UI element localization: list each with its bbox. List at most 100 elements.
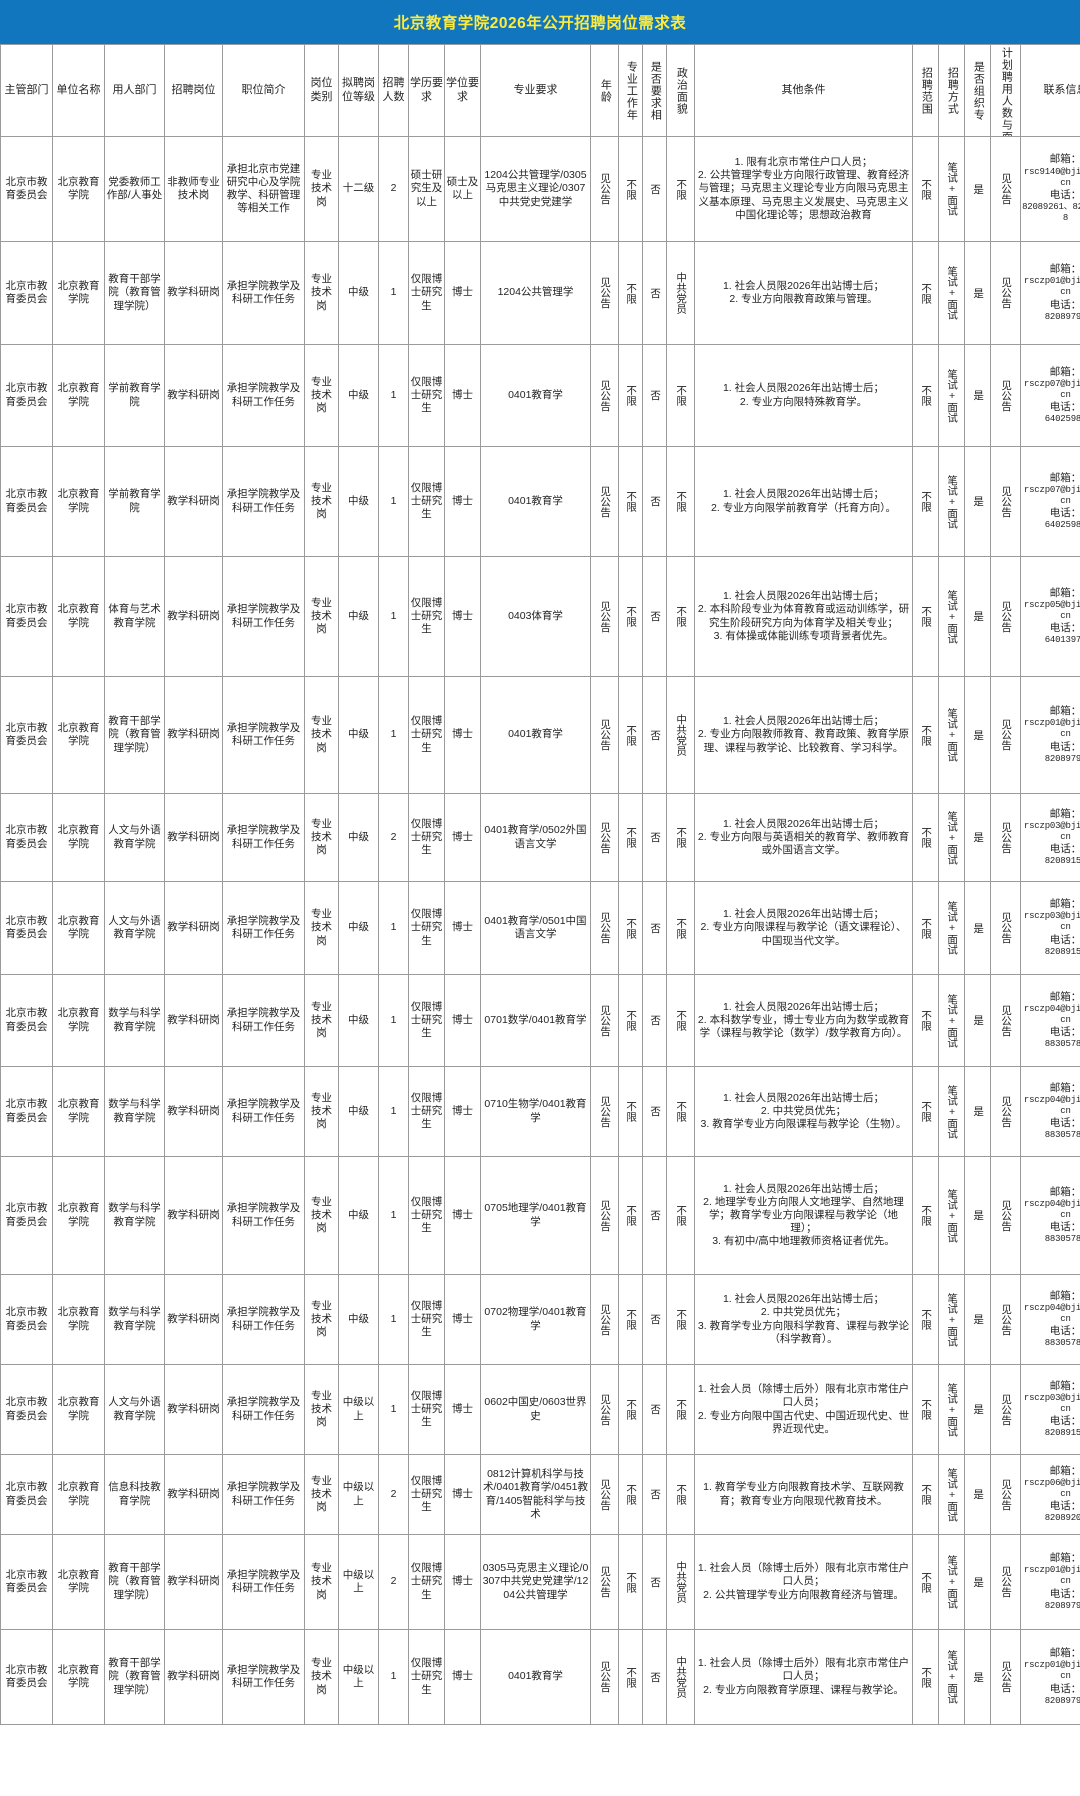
cell-edu[interactable]: 仅限博士研究生 bbox=[408, 1156, 445, 1275]
cell-matchreq[interactable]: 否 bbox=[642, 1454, 667, 1535]
cell-edu[interactable]: 仅限博士研究生 bbox=[408, 881, 445, 975]
cell-level[interactable]: 中级 bbox=[338, 974, 379, 1067]
cell-workyear[interactable]: 不限 bbox=[618, 676, 643, 794]
cell-level[interactable]: 中级以上 bbox=[338, 1534, 379, 1630]
table-row[interactable]: 北京市教育委员会 北京教育学院 教育干部学院（教育管理学院） 教学科研岗 承担学院教学及… bbox=[0, 676, 1080, 794]
cell-major[interactable]: 0602中国史/0603世界史 bbox=[480, 1364, 591, 1455]
cell-organized[interactable]: 是 bbox=[964, 1274, 991, 1365]
cell-degree[interactable]: 博士 bbox=[444, 1454, 481, 1535]
cell-other[interactable]: 1. 社会人员限2026年出站博士后； 2. 专业方向限课程与教学论（语文课程论）… bbox=[694, 881, 913, 975]
cell-scope[interactable]: 不限 bbox=[912, 1156, 939, 1275]
cell-planned[interactable]: 见公告 bbox=[990, 556, 1021, 677]
cell-edu[interactable]: 仅限博士研究生 bbox=[408, 556, 445, 677]
cell-post[interactable]: 非教师专业技术岗 bbox=[164, 136, 223, 242]
cell-method[interactable]: 笔试+面试 bbox=[938, 1364, 965, 1455]
cell-user_dept[interactable]: 学前教育学院 bbox=[104, 446, 165, 557]
cell-organized[interactable]: 是 bbox=[964, 1534, 991, 1630]
cell-age[interactable]: 见公告 bbox=[590, 556, 619, 677]
cell-workyear[interactable]: 不限 bbox=[618, 446, 643, 557]
cell-major[interactable]: 0705地理学/0401教育学 bbox=[480, 1156, 591, 1275]
cell-post[interactable]: 教学科研岗 bbox=[164, 1364, 223, 1455]
cell-workyear[interactable]: 不限 bbox=[618, 556, 643, 677]
cell-age[interactable]: 见公告 bbox=[590, 793, 619, 882]
cell-matchreq[interactable]: 否 bbox=[642, 1066, 667, 1157]
cell-scope[interactable]: 不限 bbox=[912, 1454, 939, 1535]
cell-planned[interactable]: 见公告 bbox=[990, 1066, 1021, 1157]
cell-count[interactable]: 2 bbox=[378, 136, 409, 242]
cell-political[interactable]: 不限 bbox=[666, 793, 695, 882]
cell-level[interactable]: 中级以上 bbox=[338, 1364, 379, 1455]
cell-workyear[interactable]: 不限 bbox=[618, 1156, 643, 1275]
cell-method[interactable]: 笔试+面试 bbox=[938, 1274, 965, 1365]
cell-method[interactable]: 笔试+面试 bbox=[938, 881, 965, 975]
cell-edu[interactable]: 仅限博士研究生 bbox=[408, 241, 445, 345]
cell-user_dept[interactable]: 数学与科学教育学院 bbox=[104, 1156, 165, 1275]
cell-unit[interactable]: 北京教育学院 bbox=[52, 1156, 105, 1275]
cell-intro[interactable]: 承担学院教学及科研工作任务 bbox=[222, 1274, 305, 1365]
cell-edu[interactable]: 仅限博士研究生 bbox=[408, 446, 445, 557]
cell-age[interactable]: 见公告 bbox=[590, 1629, 619, 1725]
cell-major[interactable]: 0401教育学 bbox=[480, 676, 591, 794]
cell-level[interactable]: 中级 bbox=[338, 881, 379, 975]
cell-workyear[interactable]: 不限 bbox=[618, 1066, 643, 1157]
cell-level[interactable]: 中级 bbox=[338, 676, 379, 794]
cell-organized[interactable]: 是 bbox=[964, 1364, 991, 1455]
cell-degree[interactable]: 博士 bbox=[444, 676, 481, 794]
cell-planned[interactable]: 见公告 bbox=[990, 1274, 1021, 1365]
cell-intro[interactable]: 承担学院教学及科研工作任务 bbox=[222, 1156, 305, 1275]
cell-major[interactable]: 0401教育学/0502外国语言文学 bbox=[480, 793, 591, 882]
cell-contact[interactable]: 邮箱：rsc9140@bjie.ac.cn电话：82089261、8208911… bbox=[1020, 136, 1080, 242]
cell-scope[interactable]: 不限 bbox=[912, 1364, 939, 1455]
cell-matchreq[interactable]: 否 bbox=[642, 974, 667, 1067]
cell-matchreq[interactable]: 否 bbox=[642, 556, 667, 677]
table-row[interactable]: 北京市教育委员会 北京教育学院 教育干部学院（教育管理学院） 教学科研岗 承担学院教学及… bbox=[0, 1629, 1080, 1725]
cell-organized[interactable]: 是 bbox=[964, 1156, 991, 1275]
cell-user_dept[interactable]: 教育干部学院（教育管理学院） bbox=[104, 1629, 165, 1725]
cell-major[interactable]: 0710生物学/0401教育学 bbox=[480, 1066, 591, 1157]
cell-cat[interactable]: 专业技术岗 bbox=[304, 1629, 339, 1725]
cell-age[interactable]: 见公告 bbox=[590, 136, 619, 242]
cell-method[interactable]: 笔试+面试 bbox=[938, 676, 965, 794]
cell-dept_sup[interactable]: 北京市教育委员会 bbox=[0, 446, 53, 557]
cell-age[interactable]: 见公告 bbox=[590, 1274, 619, 1365]
table-row[interactable]: 北京市教育委员会 北京教育学院 体育与艺术教育学院 教学科研岗 承担学院教学及科研工作任… bbox=[0, 556, 1080, 677]
cell-workyear[interactable]: 不限 bbox=[618, 1454, 643, 1535]
cell-edu[interactable]: 仅限博士研究生 bbox=[408, 1629, 445, 1725]
cell-degree[interactable]: 博士 bbox=[444, 1156, 481, 1275]
cell-political[interactable]: 不限 bbox=[666, 136, 695, 242]
cell-level[interactable]: 中级 bbox=[338, 1156, 379, 1275]
cell-dept_sup[interactable]: 北京市教育委员会 bbox=[0, 1066, 53, 1157]
cell-political[interactable]: 不限 bbox=[666, 881, 695, 975]
cell-user_dept[interactable]: 教育干部学院（教育管理学院） bbox=[104, 676, 165, 794]
cell-organized[interactable]: 是 bbox=[964, 136, 991, 242]
table-row[interactable]: 北京市教育委员会 北京教育学院 信息科技教育学院 教学科研岗 承担学院教学及科研工作任务… bbox=[0, 1454, 1080, 1535]
cell-count[interactable]: 1 bbox=[378, 344, 409, 447]
cell-cat[interactable]: 专业技术岗 bbox=[304, 136, 339, 242]
cell-post[interactable]: 教学科研岗 bbox=[164, 1274, 223, 1365]
cell-intro[interactable]: 承担学院教学及科研工作任务 bbox=[222, 1629, 305, 1725]
table-row[interactable]: 北京市教育委员会 北京教育学院 人文与外语教育学院 教学科研岗 承担学院教学及科研工作任… bbox=[0, 1364, 1080, 1455]
cell-count[interactable]: 1 bbox=[378, 446, 409, 557]
cell-major[interactable]: 0401教育学 bbox=[480, 1629, 591, 1725]
cell-unit[interactable]: 北京教育学院 bbox=[52, 1629, 105, 1725]
cell-other[interactable]: 1. 社会人员限2026年出站博士后； 2. 专业方向限与英语相关的教育学、教师教… bbox=[694, 793, 913, 882]
cell-method[interactable]: 笔试+面试 bbox=[938, 344, 965, 447]
cell-political[interactable]: 不限 bbox=[666, 446, 695, 557]
cell-age[interactable]: 见公告 bbox=[590, 1066, 619, 1157]
cell-method[interactable]: 笔试+面试 bbox=[938, 974, 965, 1067]
cell-workyear[interactable]: 不限 bbox=[618, 881, 643, 975]
cell-degree[interactable]: 博士 bbox=[444, 1364, 481, 1455]
cell-cat[interactable]: 专业技术岗 bbox=[304, 446, 339, 557]
cell-edu[interactable]: 仅限博士研究生 bbox=[408, 676, 445, 794]
cell-major[interactable]: 0305马克思主义理论/0307中共党史党建学/1204公共管理学 bbox=[480, 1534, 591, 1630]
cell-planned[interactable]: 见公告 bbox=[990, 1534, 1021, 1630]
cell-cat[interactable]: 专业技术岗 bbox=[304, 1454, 339, 1535]
cell-count[interactable]: 1 bbox=[378, 1629, 409, 1725]
cell-level[interactable]: 中级 bbox=[338, 1066, 379, 1157]
cell-unit[interactable]: 北京教育学院 bbox=[52, 1534, 105, 1630]
cell-count[interactable]: 2 bbox=[378, 793, 409, 882]
